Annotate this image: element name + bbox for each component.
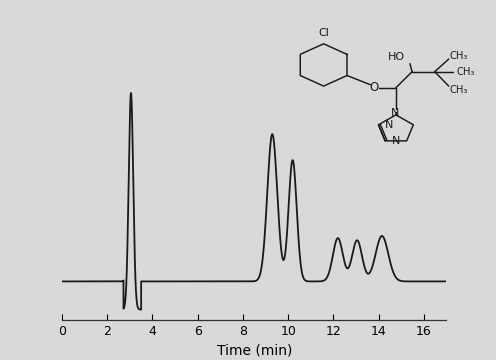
- Text: HO: HO: [387, 53, 405, 62]
- Text: N: N: [391, 136, 400, 146]
- Text: N: N: [391, 108, 399, 118]
- Text: N: N: [385, 120, 394, 130]
- Text: Cl: Cl: [318, 28, 329, 38]
- Text: O: O: [370, 81, 379, 94]
- Text: CH₃: CH₃: [450, 51, 468, 60]
- X-axis label: Time (min): Time (min): [217, 344, 292, 358]
- Text: CH₃: CH₃: [450, 85, 468, 95]
- Text: CH₃: CH₃: [456, 67, 475, 77]
